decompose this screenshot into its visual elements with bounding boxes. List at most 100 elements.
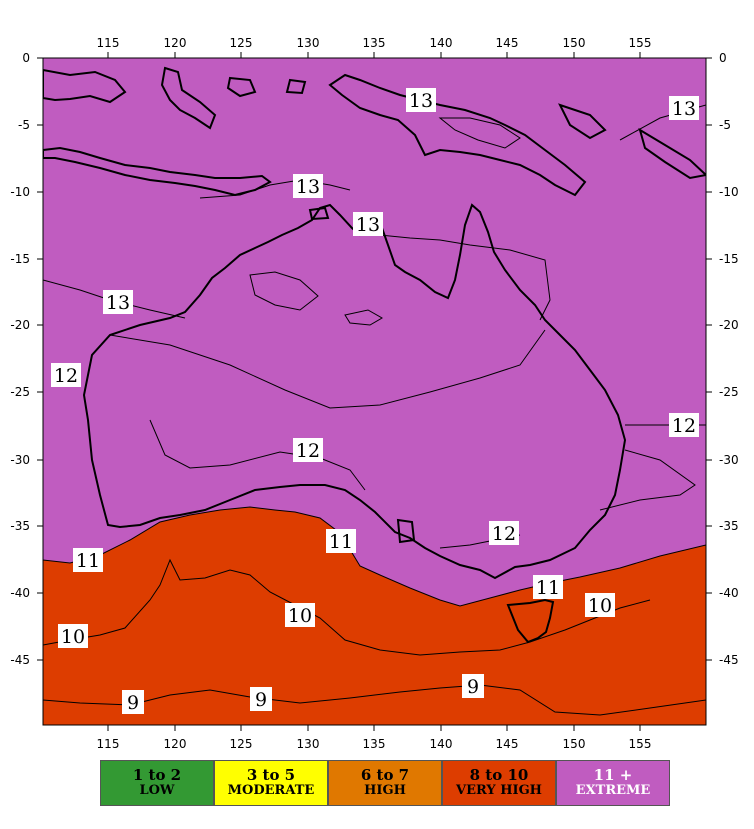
svg-text:13: 13 (106, 292, 130, 314)
x-tick-label-bottom: 135 (363, 737, 386, 751)
svg-text:11: 11 (76, 550, 100, 572)
svg-text:13: 13 (672, 98, 696, 120)
y-tick-label-left: -30 (10, 453, 30, 467)
contour-label: 9 (462, 674, 484, 698)
contour-label: 12 (489, 521, 519, 545)
legend-range: 11 + (593, 765, 633, 784)
island-outline (285, 78, 307, 95)
island-outline (558, 103, 607, 140)
contour-label: 13 (353, 212, 383, 236)
contour-label: 13 (103, 290, 133, 314)
svg-text:13: 13 (356, 214, 380, 236)
island-outline (226, 76, 257, 98)
svg-text:12: 12 (492, 523, 516, 545)
svg-text:10: 10 (588, 595, 612, 617)
y-tick-label-right: -25 (719, 385, 739, 399)
x-tick-label-top: 115 (97, 36, 120, 50)
island-outline (308, 206, 330, 221)
tasmania-coastline (506, 598, 555, 644)
y-tick-label-right: -45 (719, 653, 739, 667)
contour-line-12 (109, 329, 546, 409)
x-tick-label-bottom: 155 (629, 737, 652, 751)
y-tick-label-right: -35 (719, 519, 739, 533)
contour-line-13 (438, 117, 521, 149)
contour-line-13 (249, 271, 319, 311)
legend-category: HIGH (364, 783, 406, 799)
svg-text:10: 10 (61, 626, 85, 648)
x-tick-label-top: 125 (230, 36, 253, 50)
uv-legend: 1 to 2 LOW 3 to 5 MODERATE 6 to 7 HIGH 8 to 10… (100, 760, 670, 806)
legend-item: 1 to 2 LOW (100, 760, 214, 806)
contour-label: 11 (326, 529, 356, 553)
contour-line-12 (599, 449, 696, 511)
contour-label: 11 (533, 575, 563, 599)
legend-range: 8 to 10 (469, 765, 529, 784)
svg-text:11: 11 (329, 531, 353, 553)
svg-text:9: 9 (467, 676, 479, 698)
y-tick-label-right: -10 (719, 185, 739, 199)
svg-text:11: 11 (536, 577, 560, 599)
svg-text:12: 12 (296, 440, 320, 462)
y-tick-label-left: -25 (10, 385, 30, 399)
x-tick-label-bottom: 130 (297, 737, 320, 751)
svg-text:10: 10 (288, 605, 312, 627)
y-tick-label-left: -45 (10, 653, 30, 667)
legend-item: 11 + EXTREME (556, 760, 670, 806)
svg-text:12: 12 (54, 365, 78, 387)
contour-line-13 (379, 234, 551, 321)
y-tick-label-right: -30 (719, 453, 739, 467)
legend-category: MODERATE (227, 783, 315, 799)
y-tick-label-left: -20 (10, 318, 30, 332)
x-tick-label-top: 135 (363, 36, 386, 50)
contour-line-9 (43, 684, 706, 716)
x-tick-label-top: 145 (496, 36, 519, 50)
x-tick-label-top: 120 (164, 36, 187, 50)
legend-category: EXTREME (575, 783, 651, 799)
svg-text:13: 13 (409, 90, 433, 112)
svg-text:9: 9 (127, 692, 139, 714)
x-tick-label-bottom: 125 (230, 737, 253, 751)
contour-label: 10 (585, 593, 615, 617)
y-tick-label-left: -40 (10, 586, 30, 600)
x-tick-label-bottom: 145 (496, 737, 519, 751)
y-tick-label-right: -15 (719, 252, 739, 266)
svg-text:12: 12 (672, 415, 696, 437)
island-outline (638, 127, 706, 180)
y-tick-label-right: 0 (719, 51, 727, 65)
y-tick-label-left: -15 (10, 252, 30, 266)
x-tick-label-bottom: 120 (164, 737, 187, 751)
contour-label: 10 (58, 624, 88, 648)
island-outline (160, 66, 217, 130)
x-tick-label-top: 155 (629, 36, 652, 50)
contour-label: 12 (51, 363, 81, 387)
legend-category: VERY HIGH (456, 783, 542, 799)
x-tick-label-top: 150 (563, 36, 586, 50)
indonesia-coastline (43, 146, 272, 197)
contour-label: 10 (285, 603, 315, 627)
legend-range: 1 to 2 (132, 765, 182, 784)
island-outline (43, 68, 127, 104)
x-tick-label-bottom: 150 (563, 737, 586, 751)
legend-range: 6 to 7 (360, 765, 410, 784)
y-tick-label-left: -35 (10, 519, 30, 533)
x-tick-label-bottom: 115 (97, 737, 120, 751)
legend-item: 8 to 10 VERY HIGH (442, 760, 556, 806)
contour-label: 12 (293, 438, 323, 462)
contour-line-10 (43, 558, 651, 656)
contour-label: 13 (293, 174, 323, 198)
contour-label: 9 (250, 687, 272, 711)
contour-line-12 (149, 419, 366, 491)
y-tick-label-left: -10 (10, 185, 30, 199)
island-outline (396, 518, 416, 544)
svg-text:9: 9 (255, 689, 267, 711)
x-tick-label-top: 130 (297, 36, 320, 50)
contour-line-13 (344, 309, 383, 326)
legend-category: LOW (139, 783, 175, 799)
legend-item: 6 to 7 HIGH (328, 760, 442, 806)
australia-coastline (82, 203, 627, 580)
contour-line-13 (199, 179, 351, 199)
y-tick-label-left: 0 (22, 51, 30, 65)
y-tick-label-right: -5 (719, 118, 731, 132)
contour-label: 12 (669, 413, 699, 437)
